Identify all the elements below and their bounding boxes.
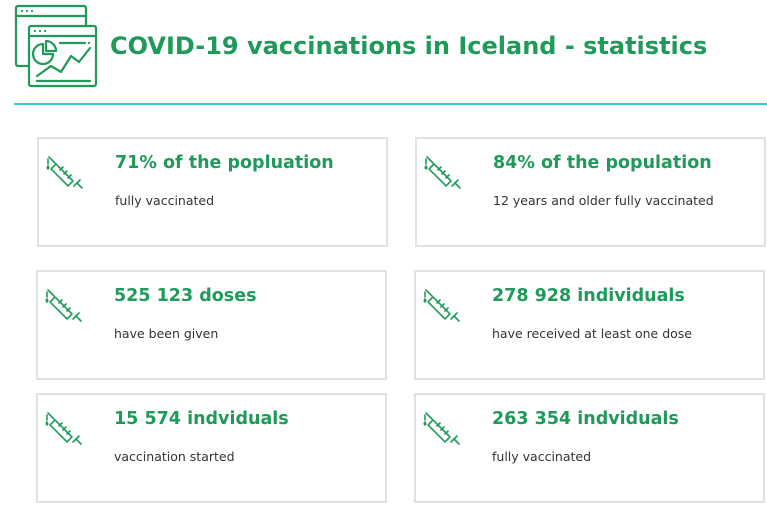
title-divider bbox=[14, 103, 767, 105]
stat-value: 84% of the population bbox=[493, 153, 712, 173]
stat-card-doses-given: 525 123 doses have been given bbox=[36, 270, 387, 380]
stat-card-vaccination-started: 15 574 indviduals vaccination started bbox=[36, 393, 387, 503]
syringe-icon bbox=[423, 289, 460, 322]
stat-label: 12 years and older fully vaccinated bbox=[493, 193, 714, 208]
stat-label: fully vaccinated bbox=[492, 449, 592, 464]
stat-card-fully-vaccinated-percent: 71% of the popluation fully vaccinated bbox=[37, 137, 388, 247]
stat-value: 71% of the popluation bbox=[115, 153, 334, 173]
stat-card-fully-vaccinated-count: 263 354 indviduals fully vaccinated bbox=[414, 393, 765, 503]
syringe-icon bbox=[424, 156, 461, 189]
syringe-icon bbox=[46, 156, 83, 189]
statistics-dashboard-icon bbox=[14, 4, 98, 88]
stat-value: 278 928 individuals bbox=[492, 286, 685, 306]
stat-value: 525 123 doses bbox=[114, 286, 257, 306]
syringe-icon bbox=[45, 289, 82, 322]
stat-label: have received at least one dose bbox=[492, 326, 692, 341]
stat-label: fully vaccinated bbox=[115, 193, 215, 208]
stat-label: have been given bbox=[114, 326, 219, 341]
stat-value: 15 574 indviduals bbox=[114, 409, 289, 429]
syringe-icon bbox=[423, 412, 460, 445]
page-title: COVID-19 vaccinations in Iceland - stati… bbox=[110, 32, 708, 60]
stat-value: 263 354 indviduals bbox=[492, 409, 679, 429]
syringe-icon bbox=[45, 412, 82, 445]
stat-card-12plus-fully-vaccinated: 84% of the population 12 years and older… bbox=[415, 137, 766, 247]
stat-card-at-least-one-dose: 278 928 individuals have received at lea… bbox=[414, 270, 765, 380]
stat-label: vaccination started bbox=[114, 449, 235, 464]
